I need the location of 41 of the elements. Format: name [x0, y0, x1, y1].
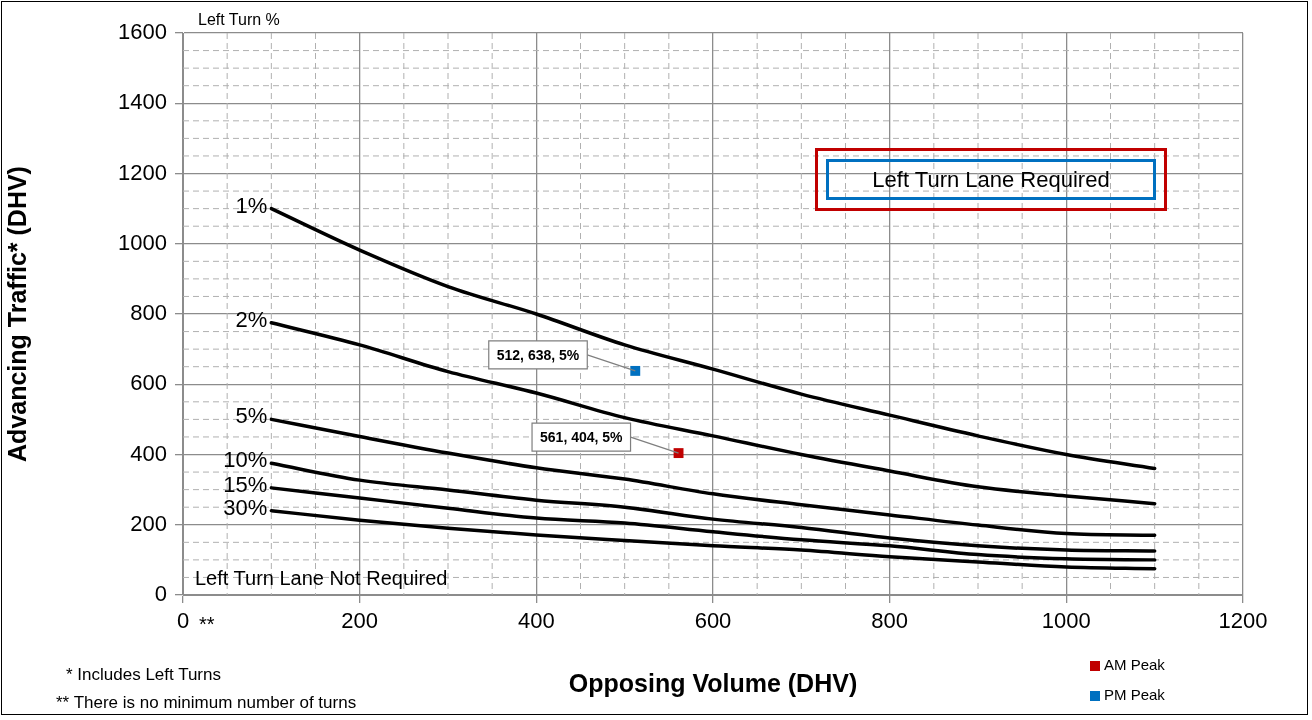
x-tick-label: 400: [517, 608, 555, 634]
x-tick-label: 200: [341, 608, 379, 634]
x-tick-label: 600: [694, 608, 732, 634]
annotation: Left Turn Lane Required: [826, 159, 1156, 200]
annotation: Left Turn Lane Not Required: [195, 567, 448, 589]
y-tick-label: 0: [154, 581, 167, 607]
line-series: [269, 508, 1157, 571]
series-label: 10%: [223, 447, 268, 473]
y-tick-label: 800: [130, 300, 167, 326]
series-label: 2%: [235, 306, 268, 332]
y-tick-label: 1400: [118, 89, 167, 115]
x-tick-label: 1000: [1041, 608, 1091, 634]
text: ** There is no minimum number of turns: [56, 693, 357, 712]
text: Left Turn %: [198, 11, 280, 28]
boxed-note: Left Turn Lane Required: [815, 148, 1167, 211]
line-series: [269, 417, 1157, 538]
line-series: [269, 486, 1157, 562]
y-tick-label: 1000: [118, 229, 167, 255]
y-axis-title: Advancing Traffic* (DHV): [2, 166, 31, 462]
annotation: 512, 638, 5%: [496, 346, 580, 363]
line-series: [269, 461, 1157, 553]
annotation: 561, 404, 5%: [540, 428, 624, 445]
text: **: [199, 613, 215, 635]
series-label: 1%: [235, 192, 268, 218]
legend-label: PM Peak: [1104, 686, 1166, 704]
x-tick-label: 0: [176, 608, 190, 634]
x-tick-label: 800: [871, 608, 909, 634]
y-tick-label: 1200: [118, 159, 167, 185]
line-series: [269, 321, 1157, 506]
series-label: 15%: [223, 471, 268, 497]
y-tick-label: 600: [130, 370, 167, 396]
series-label: 5%: [235, 403, 268, 429]
line-series: [269, 206, 1157, 471]
x-axis-title: Opposing Volume (DHV): [568, 668, 858, 697]
y-tick-label: 400: [130, 440, 167, 466]
legend-label: AM Peak: [1104, 656, 1166, 674]
y-tick-label: 200: [130, 510, 167, 536]
series-label: 30%: [223, 494, 268, 520]
x-tick-label: 1200: [1218, 608, 1268, 634]
text: * Includes Left Turns: [66, 665, 221, 684]
y-tick-label: 1600: [118, 19, 167, 45]
